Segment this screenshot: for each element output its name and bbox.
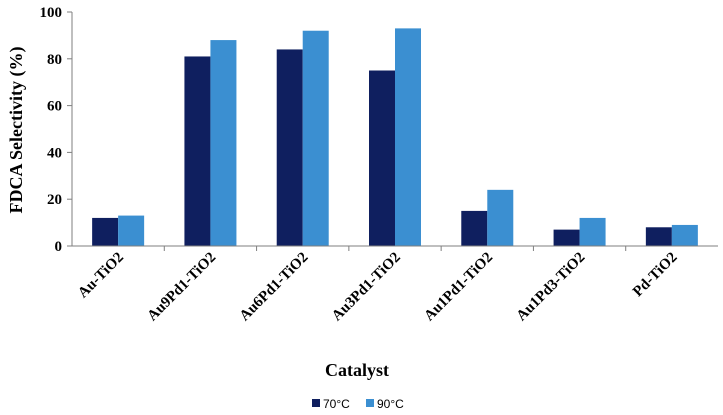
bar-au-tio2-90c (118, 215, 145, 246)
x-category-label: Au1Pd1-TiO2 (421, 250, 496, 325)
bar-au9pd1-tio2-90c (210, 40, 237, 246)
legend-swatch-70c (312, 399, 320, 407)
y-tick-label: 60 (47, 99, 62, 115)
x-category-label: Au1Pd3-TiO2 (514, 250, 589, 325)
legend-swatch-90c (366, 399, 374, 407)
bar-au6pd1-tio2-70c (276, 49, 303, 246)
y-tick-label: 100 (40, 5, 63, 21)
legend-label-70c: 70°C (323, 397, 350, 411)
y-tick-label: 0 (55, 239, 63, 255)
bar-pd-tio2-90c (671, 224, 698, 246)
x-axis-title: Catalyst (325, 360, 389, 380)
bar-au1pd3-tio2-90c (579, 217, 606, 246)
y-tick-label: 20 (47, 192, 62, 208)
y-axis-title: FDCA Selectivity (%) (6, 47, 27, 214)
bar-au1pd1-tio2-90c (487, 189, 514, 246)
x-category-label: Au9Pd1-TiO2 (144, 250, 219, 325)
bar-au3pd1-tio2-70c (369, 70, 395, 246)
bar-au3pd1-tio2-90c (395, 28, 421, 246)
bar-au-tio2-70c (92, 217, 119, 246)
x-category-label: Au-TiO2 (75, 250, 127, 302)
legend: 70°C 90°C (312, 397, 404, 411)
legend-label-90c: 90°C (377, 397, 404, 411)
x-category-label: Au3Pd1-TiO2 (329, 250, 404, 325)
x-category-label: Au6Pd1-TiO2 (237, 250, 312, 325)
y-tick-labels: 0 20 40 60 80 100 (40, 5, 72, 255)
bar-au1pd1-tio2-70c (461, 210, 488, 246)
y-tick-label: 40 (47, 145, 62, 161)
y-tick-label: 80 (47, 52, 62, 68)
bar-au6pd1-tio2-90c (302, 30, 329, 246)
x-category-label: Pd-TiO2 (630, 250, 681, 301)
bar-pd-tio2-70c (645, 227, 672, 246)
x-category-labels: Au-TiO2 Au9Pd1-TiO2 Au6Pd1-TiO2 Au3Pd1-TiO2… (75, 250, 681, 325)
bar-au9pd1-tio2-70c (184, 56, 211, 247)
bar-au1pd3-tio2-70c (553, 229, 580, 246)
bars-layer (92, 28, 698, 251)
